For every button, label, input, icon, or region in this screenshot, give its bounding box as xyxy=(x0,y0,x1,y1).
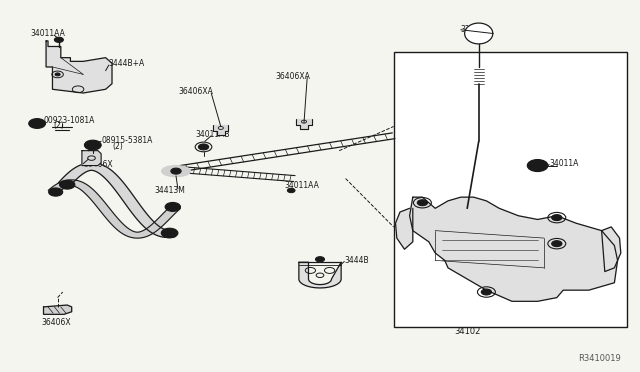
Polygon shape xyxy=(48,180,180,238)
Polygon shape xyxy=(46,41,112,93)
Polygon shape xyxy=(396,208,413,249)
Text: 34102: 34102 xyxy=(454,327,481,336)
Circle shape xyxy=(316,257,324,262)
Text: 36406XA: 36406XA xyxy=(275,72,310,81)
Text: 34011A: 34011A xyxy=(549,159,579,168)
Text: W: W xyxy=(34,121,40,126)
Text: 32865: 32865 xyxy=(461,25,485,33)
Circle shape xyxy=(29,119,45,128)
Circle shape xyxy=(552,241,562,247)
Circle shape xyxy=(171,168,181,174)
Text: 34011AB: 34011AB xyxy=(195,130,230,139)
Polygon shape xyxy=(213,125,228,135)
Polygon shape xyxy=(58,163,175,237)
Circle shape xyxy=(417,200,428,206)
Text: (2): (2) xyxy=(54,121,65,130)
Circle shape xyxy=(55,73,60,76)
Circle shape xyxy=(60,180,75,189)
Text: 36406X: 36406X xyxy=(83,160,113,169)
Circle shape xyxy=(49,188,63,196)
Text: 36406XA: 36406XA xyxy=(178,87,212,96)
Text: (2): (2) xyxy=(112,142,123,151)
Polygon shape xyxy=(82,151,101,166)
Circle shape xyxy=(552,215,562,221)
Circle shape xyxy=(481,289,492,295)
Text: 08915-5381A: 08915-5381A xyxy=(101,136,152,145)
Polygon shape xyxy=(410,197,618,301)
Circle shape xyxy=(287,188,295,193)
Text: W: W xyxy=(90,142,96,148)
Text: R3410019: R3410019 xyxy=(578,355,621,363)
Text: 3444B: 3444B xyxy=(344,256,369,265)
Circle shape xyxy=(84,140,101,150)
Text: 34011AA: 34011AA xyxy=(285,181,319,190)
Polygon shape xyxy=(299,262,341,288)
Text: 00923-1081A: 00923-1081A xyxy=(44,116,95,125)
Text: 36406X: 36406X xyxy=(42,318,71,327)
Ellipse shape xyxy=(161,166,191,177)
Polygon shape xyxy=(296,119,312,129)
Circle shape xyxy=(527,160,548,171)
Polygon shape xyxy=(44,305,72,314)
Polygon shape xyxy=(602,227,621,272)
Text: 34413M: 34413M xyxy=(155,186,186,195)
Circle shape xyxy=(161,228,178,238)
Circle shape xyxy=(165,202,180,211)
Text: 34011AA: 34011AA xyxy=(31,29,65,38)
Polygon shape xyxy=(465,23,493,44)
Text: 3444B+A: 3444B+A xyxy=(109,60,145,68)
Text: W: W xyxy=(534,163,541,168)
Bar xyxy=(394,52,627,327)
Circle shape xyxy=(54,37,63,42)
Circle shape xyxy=(198,144,209,150)
